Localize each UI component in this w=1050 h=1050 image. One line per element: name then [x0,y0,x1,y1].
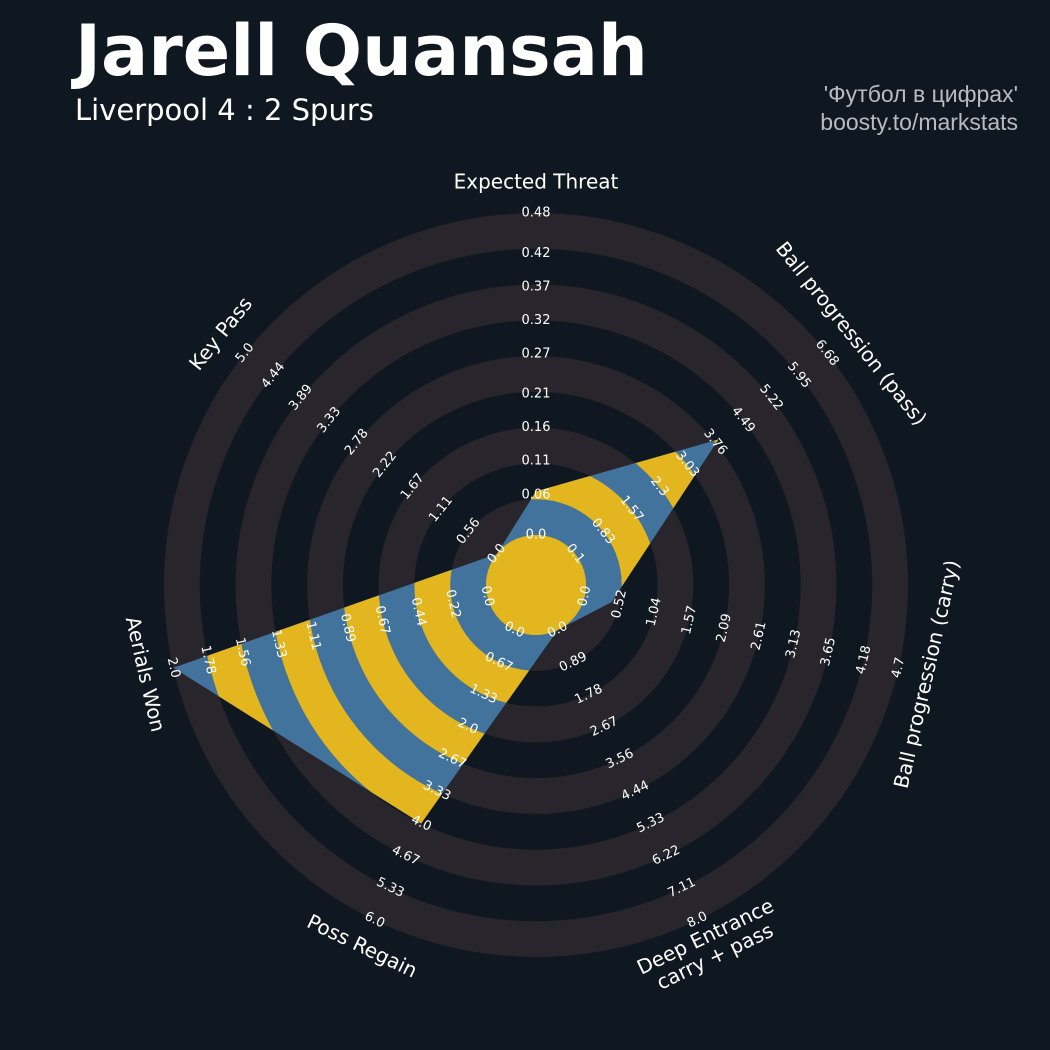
tick-label: 1.33 [268,628,289,660]
tick-label: 0.16 [522,420,551,435]
tick-label: 3.65 [818,636,839,668]
credit: 'Футбол в цифрах' [824,81,1018,107]
tick-label: 0.48 [522,206,551,221]
chart-subtitle: Liverpool 4 : 2 Spurs [75,93,374,127]
tick-label: 0.89 [337,612,358,644]
center-circle [486,535,586,635]
tick-label: 0.67 [372,604,393,636]
tick-label: 0.11 [522,454,551,469]
tick-label: 1.78 [197,644,218,676]
tick-label: 0.0 [575,584,594,608]
tick-label: 0.32 [522,313,551,328]
tick-label: 0.0 [478,584,497,608]
tick-label: 4.7 [889,656,908,680]
tick-label: 1.56 [232,636,253,668]
tick-label: 1.11 [302,620,323,652]
tick-label: 0.44 [408,596,429,628]
tick-label: 4.18 [853,644,874,676]
tick-label: 1.57 [679,604,700,636]
tick-label: 3.13 [783,628,804,660]
tick-label: 0.27 [522,346,551,361]
ring [307,356,765,814]
tick-label: 0.06 [522,487,551,502]
tick-label: 2.0 [164,656,183,680]
tick-label: 0.21 [522,387,551,402]
tick-label: 2.61 [749,620,770,652]
ring [235,284,837,886]
ring [163,212,909,958]
ring [378,427,694,743]
parameter-label: Expected Threat [454,170,619,194]
credit: boosty.to/markstats [820,109,1018,135]
tick-label: 0.37 [522,279,551,294]
tick-label: 0.0 [526,528,547,543]
chart-title: Jarell Quansah [71,10,648,92]
tick-label: 2.09 [714,612,735,644]
tick-label: 0.52 [609,588,630,620]
tick-label: 0.22 [442,588,463,620]
tick-label: 0.42 [522,246,551,261]
tick-label: 1.04 [644,596,665,628]
